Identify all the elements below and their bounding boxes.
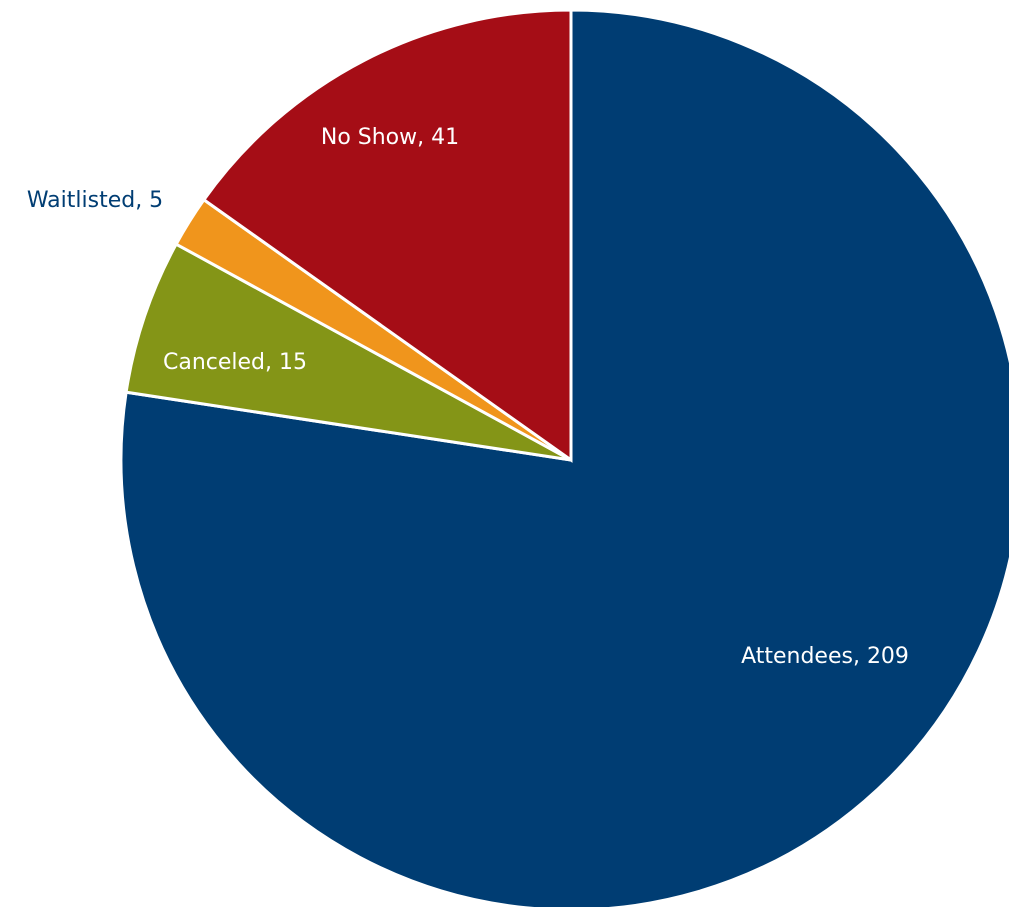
pie-slice-no-show: [201, 8, 573, 463]
pie-labels: Attendees, 209 Canceled, 15 Waitlisted, 5 N…: [27, 125, 909, 669]
slice-label-no-show: No Show, 41: [321, 125, 459, 150]
slice-label-attendees: Attendees, 209: [741, 644, 909, 669]
pie-slices: [119, 8, 1009, 907]
pie-slice-attendees: [119, 8, 1009, 907]
pie-slice-canceled: [124, 242, 572, 462]
slice-label-canceled: Canceled, 15: [163, 350, 307, 375]
slice-label-waitlisted: Waitlisted, 5: [27, 188, 163, 213]
